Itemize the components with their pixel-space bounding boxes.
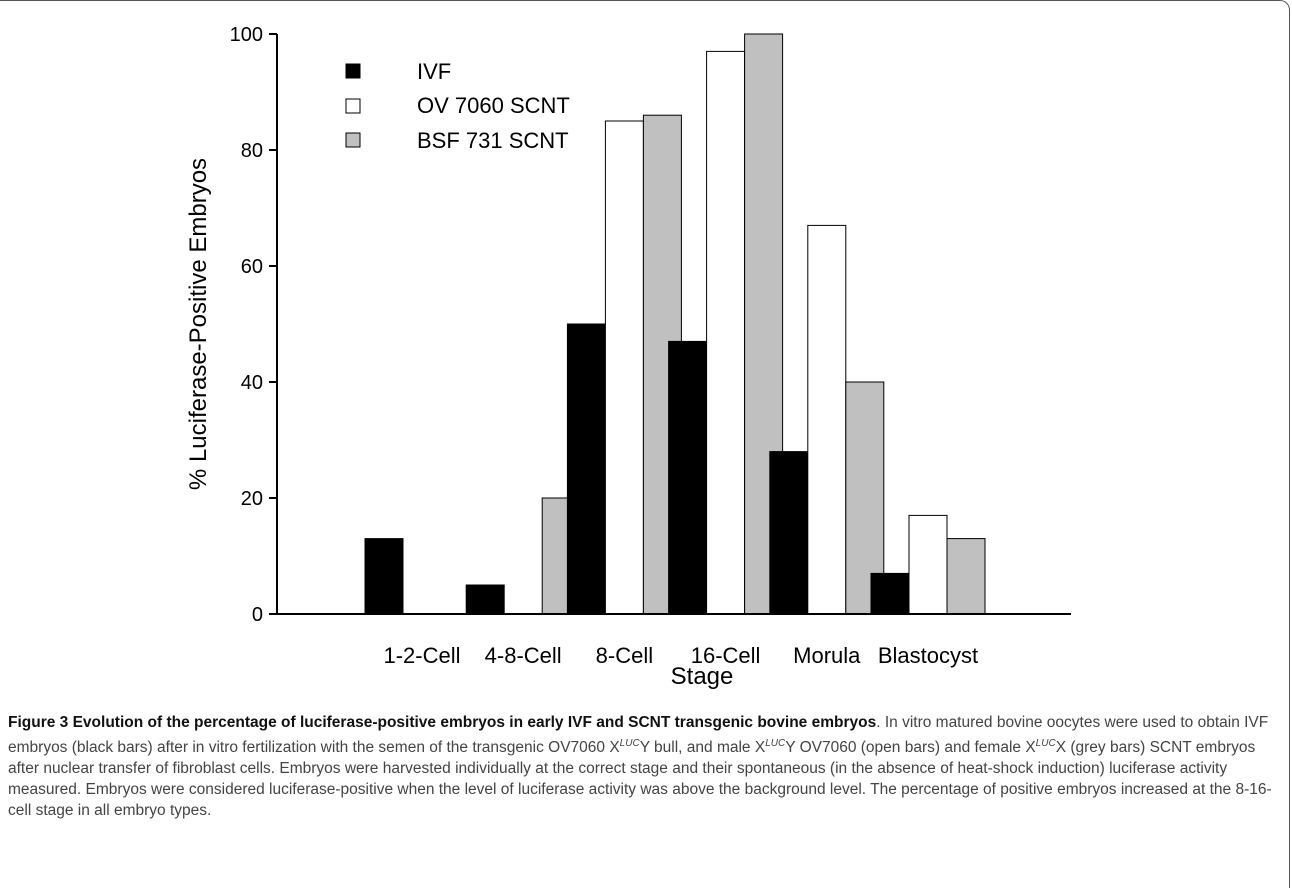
legend-label-bsf731: BSF 731 SCNT bbox=[417, 128, 569, 153]
legend-swatch-ov7060 bbox=[345, 98, 361, 114]
bar-ivf-morula bbox=[769, 451, 809, 615]
bar-chart: 0 20 40 60 80 100 1-2-Cell 4-8-Cell 8-Cell 16-Cel… bbox=[185, 24, 1071, 690]
y-tick-label-80: 80 bbox=[241, 140, 263, 162]
caption-sup-3: LUC bbox=[1035, 738, 1056, 749]
bar-ivf-1-2-cell bbox=[364, 538, 404, 615]
bar-ivf-16-cell bbox=[668, 340, 708, 615]
x-category-label-1-2-cell: 1-2-Cell bbox=[383, 643, 460, 668]
bar-ov-7060-scnt-blastocyst bbox=[908, 514, 948, 615]
x-category-label-8-cell: 8-Cell bbox=[596, 643, 653, 668]
bar-ivf-blastocyst bbox=[870, 572, 910, 615]
x-category-label-4-8-cell: 4-8-Cell bbox=[485, 643, 562, 668]
bar-ov-7060-scnt-8-cell bbox=[604, 120, 644, 615]
x-category-label-16-cell: 16-Cell bbox=[691, 643, 761, 668]
y-tick-label-20: 20 bbox=[241, 488, 263, 510]
bar-ov-7060-scnt-16-cell bbox=[706, 50, 746, 615]
y-tick-label-100: 100 bbox=[230, 24, 263, 46]
bar-ov-7060-scnt-morula bbox=[807, 224, 847, 615]
figure-caption: Figure 3 Evolution of the percentage of … bbox=[8, 712, 1286, 821]
caption-title: Figure 3 Evolution of the percentage of … bbox=[8, 714, 877, 731]
legend: IVF OV 7060 SCNT BSF 731 SCNT bbox=[345, 59, 570, 153]
bar-bsf-731-scnt-blastocyst bbox=[946, 538, 986, 615]
y-tick-label-40: 40 bbox=[241, 372, 263, 394]
y-axis-title: % Luciferase-Positive Embryos bbox=[185, 158, 212, 490]
caption-text-4: X (grey bars) SCNT embryos after nuclear… bbox=[8, 739, 1272, 820]
legend-label-ov7060: OV 7060 SCNT bbox=[417, 93, 570, 118]
x-axis-title: Stage bbox=[671, 663, 734, 690]
caption-text-2: Y bull, and male X bbox=[639, 739, 766, 757]
y-tick-label-0: 0 bbox=[252, 604, 263, 626]
caption-text-1: . In vitro matured bovine oocytes were u… bbox=[8, 714, 1269, 757]
bar-ivf-8-cell bbox=[566, 323, 606, 615]
x-category-label-blastocyst: Blastocyst bbox=[878, 643, 978, 668]
caption-sup-1: LUC bbox=[619, 738, 640, 749]
y-tick-label-60: 60 bbox=[241, 256, 263, 278]
caption-sup-2: LUC bbox=[765, 738, 786, 749]
legend-swatch-ivf bbox=[345, 63, 361, 79]
legend-label-ivf: IVF bbox=[417, 59, 451, 84]
caption-text-3: Y OV7060 (open bars) and female X bbox=[785, 739, 1036, 757]
legend-swatch-bsf731 bbox=[345, 132, 361, 148]
bar-ivf-4-8-cell bbox=[465, 584, 505, 615]
x-category-label-morula: Morula bbox=[793, 643, 861, 668]
